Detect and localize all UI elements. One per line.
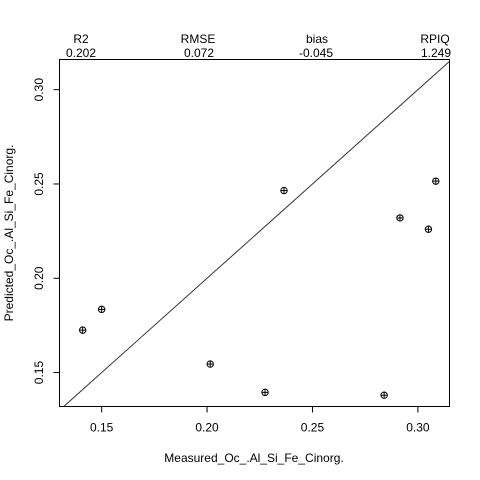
data-point <box>381 392 387 398</box>
y-tick-label: 0.15 <box>32 361 46 385</box>
data-point <box>262 389 268 395</box>
x-tick-label: 0.20 <box>195 421 219 435</box>
data-point <box>207 361 213 367</box>
stat-name-bias: bias <box>306 32 328 46</box>
data-point <box>425 226 431 232</box>
y-tick-label: 0.20 <box>32 266 46 290</box>
stat-value-r2: 0.202 <box>66 46 96 60</box>
stat-value-rpiq: 1.249 <box>421 46 451 60</box>
x-tick-label: 0.30 <box>406 421 430 435</box>
data-point <box>79 327 85 333</box>
stat-name-r2: R2 <box>73 32 89 46</box>
stat-name-rpiq: RPIQ <box>420 32 449 46</box>
y-axis-title: Predicted_Oc_.Al_Si_Fe_Cinorg. <box>2 145 16 322</box>
stat-name-rmse: RMSE <box>181 32 216 46</box>
y-tick-label: 0.30 <box>32 78 46 102</box>
reference-line-1to1 <box>64 61 450 406</box>
x-tick-label: 0.25 <box>301 421 325 435</box>
stat-value-rmse: 0.072 <box>184 46 214 60</box>
data-point <box>397 215 403 221</box>
points-layer <box>79 178 439 398</box>
stats-header: R2 0.202 RMSE 0.072 bias -0.045 RPIQ 1.2… <box>66 32 451 60</box>
plot-frame <box>60 60 450 407</box>
data-point <box>281 187 287 193</box>
x-axis: 0.15 0.20 0.25 0.30 <box>90 407 430 435</box>
reference-line-layer <box>64 61 450 406</box>
data-point <box>433 178 439 184</box>
y-tick-label: 0.25 <box>32 172 46 196</box>
x-axis-title: Measured_Oc_.Al_Si_Fe_Cinorg. <box>164 451 343 465</box>
y-axis: 0.15 0.20 0.25 0.30 <box>32 78 60 385</box>
stat-value-bias: -0.045 <box>299 46 333 60</box>
data-point <box>98 306 104 312</box>
x-tick-label: 0.15 <box>90 421 114 435</box>
